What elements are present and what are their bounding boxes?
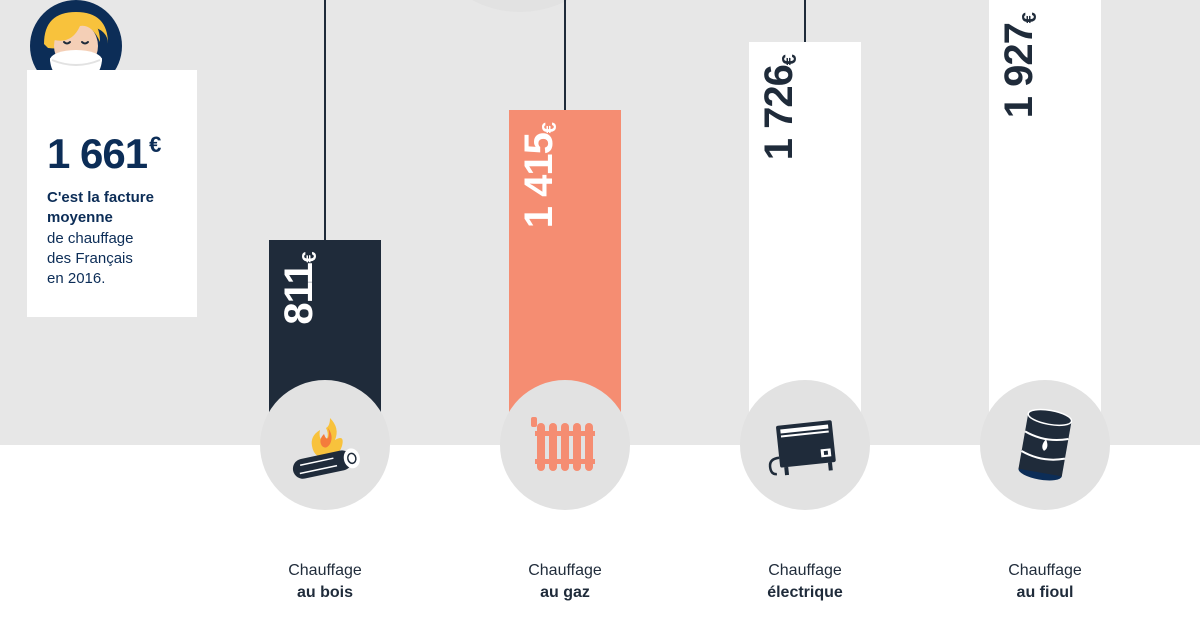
- caption-bold-elec: électrique: [767, 584, 843, 601]
- icon-circle-bois: [260, 380, 390, 510]
- caption-prefix-bois: Chauffage: [288, 562, 362, 579]
- bar-amount-bois: 811: [277, 263, 322, 325]
- caption-bold-bois: au bois: [297, 584, 353, 601]
- info-amount-value: 1 661: [47, 130, 147, 178]
- bar-currency-fioul: €: [1019, 12, 1042, 23]
- caption-bois: Chauffage au bois: [235, 560, 415, 603]
- info-box: 1 661€ C'est la facture moyenne de chauf…: [27, 70, 197, 317]
- bar-string-bois: [324, 0, 326, 240]
- bar-string-elec: [804, 0, 806, 42]
- radiator-icon: [525, 405, 605, 485]
- bar-label-elec: 1 726€: [757, 50, 802, 160]
- caption-bold-gaz: au gaz: [540, 584, 590, 601]
- info-amount: 1 661€: [47, 130, 177, 178]
- bar-string-gaz: [564, 0, 566, 110]
- info-line1: C'est la facture: [47, 189, 154, 206]
- bars-container: 811€ Chauffage au bois: [235, 0, 1185, 643]
- bar-currency-gaz: €: [539, 122, 562, 133]
- bar-label-gaz: 1 415€: [517, 118, 562, 228]
- icon-circle-fioul: [980, 380, 1110, 510]
- caption-elec: Chauffage électrique: [715, 560, 895, 603]
- bar-amount-gaz: 1 415: [517, 133, 562, 228]
- bar-gaz: 1 415€: [509, 110, 621, 420]
- info-text: C'est la facture moyenne de chauffage de…: [47, 188, 177, 289]
- bar-label-fioul: 1 927€: [997, 8, 1042, 118]
- icon-circle-elec: [740, 380, 870, 510]
- caption-prefix-gaz: Chauffage: [528, 562, 602, 579]
- info-line3: des Français: [47, 250, 133, 267]
- bar-fioul: 1 927€: [989, 0, 1101, 420]
- caption-gaz: Chauffage au gaz: [475, 560, 655, 603]
- bar-amount-fioul: 1 927: [997, 23, 1042, 118]
- bar-currency-elec: €: [779, 54, 802, 65]
- caption-fioul: Chauffage au fioul: [955, 560, 1135, 603]
- heater-icon: [760, 405, 850, 485]
- bar-label-bois: 811€: [277, 248, 322, 325]
- bar-amount-elec: 1 726: [757, 65, 802, 160]
- info-amount-currency: €: [149, 132, 160, 158]
- info-line2-bold: moyenne: [47, 209, 113, 226]
- info-line4: en 2016.: [47, 270, 105, 287]
- info-line2-rest: de chauffage: [47, 230, 133, 247]
- barrel-icon: [1010, 403, 1080, 488]
- wood-icon: [280, 400, 370, 490]
- icon-circle-gaz: [500, 380, 630, 510]
- bar-elec: 1 726€: [749, 42, 861, 420]
- caption-prefix-elec: Chauffage: [768, 562, 842, 579]
- caption-prefix-fioul: Chauffage: [1008, 562, 1082, 579]
- bar-currency-bois: €: [299, 252, 322, 263]
- caption-bold-fioul: au fioul: [1017, 584, 1074, 601]
